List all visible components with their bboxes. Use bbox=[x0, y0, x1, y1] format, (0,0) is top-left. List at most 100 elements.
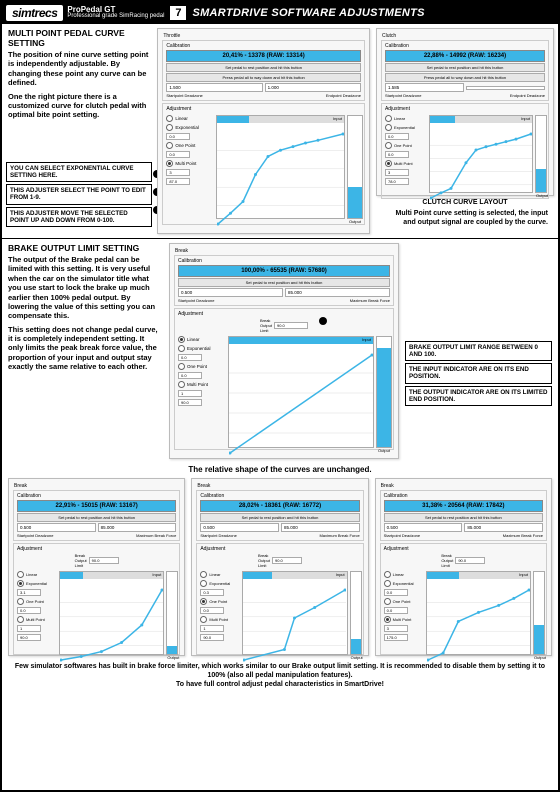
exp-value[interactable]: 3.1 bbox=[17, 589, 41, 596]
exp-value[interactable]: 0.0 bbox=[166, 133, 190, 140]
one-value[interactable]: 0.0 bbox=[385, 151, 409, 158]
radio-multipoint[interactable]: Multi Point bbox=[384, 616, 424, 623]
calibration-bar: 100,00% - 65535 (RAW: 57680) bbox=[178, 265, 390, 277]
bol-input[interactable]: 90.0 bbox=[455, 557, 485, 564]
one-value[interactable]: 0.0 bbox=[166, 151, 190, 158]
start-deadzone-input[interactable]: 0.500 bbox=[384, 523, 463, 532]
one-value[interactable]: 0.0 bbox=[384, 607, 408, 614]
start-deadzone-label: Startpoint Deadzone bbox=[178, 298, 283, 303]
radio-exponential[interactable]: Exponential bbox=[178, 345, 226, 352]
radio-onepoint[interactable]: One Point bbox=[385, 142, 427, 149]
curve-chart: Input bbox=[216, 115, 345, 219]
bol-input[interactable]: 90.0 bbox=[274, 322, 308, 329]
end-deadzone-input[interactable]: 1.000 bbox=[265, 83, 361, 92]
exp-value[interactable]: 0.0 bbox=[385, 133, 409, 140]
multi-idx[interactable]: 1 bbox=[178, 390, 202, 397]
radio-onepoint[interactable]: One Point bbox=[178, 363, 226, 370]
multi-idx[interactable]: 3 bbox=[166, 169, 190, 176]
bol-input[interactable]: 90.0 bbox=[272, 557, 302, 564]
multi-val[interactable]: 175.0 bbox=[384, 634, 408, 641]
one-value[interactable]: 0.0 bbox=[200, 607, 224, 614]
sec1-p1: The position of nine curve setting point… bbox=[8, 50, 149, 88]
start-deadzone-input[interactable]: 1.500 bbox=[166, 83, 262, 92]
radio-multipoint[interactable]: Multi Point bbox=[166, 160, 214, 167]
rest-button[interactable]: Set pedal to rest position and hit this … bbox=[17, 513, 176, 522]
max-force-input[interactable]: 85.000 bbox=[281, 523, 360, 532]
start-deadzone-input[interactable]: 0.500 bbox=[200, 523, 279, 532]
radio-multipoint[interactable]: Multi Point bbox=[200, 616, 240, 623]
max-force-input[interactable]: 85.000 bbox=[464, 523, 543, 532]
start-deadzone-input[interactable]: 1.585 bbox=[385, 83, 464, 92]
header-title: SMARTDRIVE SOFTWARE ADJUSTMENTS bbox=[192, 7, 424, 19]
radio-linear[interactable]: Linear bbox=[384, 571, 424, 578]
radio-onepoint[interactable]: One Point bbox=[17, 598, 57, 605]
multi-val[interactable]: 87.0 bbox=[166, 178, 190, 185]
output-bar: Output bbox=[535, 115, 547, 193]
radio-multipoint[interactable]: Multi Point bbox=[17, 616, 57, 623]
footer-line1: Few simulator softwares has built in bra… bbox=[15, 663, 545, 679]
down-button[interactable]: Press pedal all to way down and hit this… bbox=[385, 73, 545, 82]
multi-val[interactable]: 90.0 bbox=[17, 634, 41, 641]
exp-value[interactable]: 0.3 bbox=[200, 589, 224, 596]
clutch-label: CLUTCH CURVE LAYOUT bbox=[376, 199, 554, 206]
one-value[interactable]: 0.0 bbox=[178, 372, 202, 379]
exp-value[interactable]: 0.0 bbox=[384, 589, 408, 596]
bol-input[interactable]: 90.0 bbox=[89, 557, 119, 564]
multi-val[interactable]: 90.0 bbox=[200, 634, 224, 641]
break-small-panel: Break Calibration 31,38% - 20564 (RAW: 1… bbox=[375, 478, 552, 656]
one-value[interactable]: 0.0 bbox=[17, 607, 41, 614]
radio-linear[interactable]: Linear bbox=[385, 115, 427, 122]
multi-idx[interactable]: 3 bbox=[384, 625, 408, 632]
rest-button[interactable]: Set pedal to rest position and hit this … bbox=[166, 63, 361, 72]
rest-button[interactable]: Set pedal to rest position and hit this … bbox=[178, 278, 390, 287]
curve-chart: Input bbox=[59, 571, 164, 655]
rest-button[interactable]: Set pedal to rest position and hit this … bbox=[385, 63, 545, 72]
callout-point-move: THIS ADJUSTER MOVE THE SELECTED POINT UP… bbox=[6, 207, 152, 227]
radio-exponential[interactable]: Exponential bbox=[384, 580, 424, 587]
sublogo-top: ProPedal GT bbox=[67, 6, 164, 13]
group-title: Clutch bbox=[382, 33, 548, 39]
rest-button[interactable]: Set pedal to rest position and hit this … bbox=[384, 513, 543, 522]
end-deadzone-input[interactable] bbox=[466, 86, 545, 90]
down-button[interactable]: Press pedal all to way down and hit this… bbox=[166, 73, 361, 82]
multi-val[interactable]: 78.0 bbox=[385, 178, 409, 185]
radio-multipoint[interactable]: Multi Point bbox=[178, 381, 226, 388]
relative-note: The relative shape of the curves are unc… bbox=[2, 465, 558, 474]
callout-exp: YOU CAN SELECT EXPONENTIAL CURVE SETTING… bbox=[6, 162, 152, 182]
max-force-input[interactable]: 85.000 bbox=[98, 523, 177, 532]
radio-linear[interactable]: Linear bbox=[200, 571, 240, 578]
header-bar: simtrecs ProPedal GT Professional grade … bbox=[2, 2, 558, 24]
radio-linear[interactable]: Linear bbox=[17, 571, 57, 578]
rest-button[interactable]: Set pedal to rest position and hit this … bbox=[200, 513, 359, 522]
radio-onepoint[interactable]: One Point bbox=[384, 598, 424, 605]
clutch-note: Multi Point curve setting is selected, t… bbox=[382, 210, 548, 228]
multi-val[interactable]: 90.0 bbox=[178, 399, 202, 406]
multi-idx[interactable]: 3 bbox=[385, 169, 409, 176]
output-bar: Output bbox=[347, 115, 363, 219]
radio-onepoint[interactable]: One Point bbox=[166, 142, 214, 149]
multi-idx[interactable]: 1 bbox=[17, 625, 41, 632]
radio-exponential[interactable]: Exponential bbox=[200, 580, 240, 587]
multi-idx[interactable]: 1 bbox=[200, 625, 224, 632]
start-deadzone-input[interactable]: 0.500 bbox=[178, 288, 283, 297]
curve-chart: Input bbox=[426, 571, 531, 655]
break-small-panel: Break Calibration 28,02% - 18361 (RAW: 1… bbox=[191, 478, 368, 656]
radio-linear[interactable]: Linear bbox=[178, 336, 226, 343]
radio-exponential[interactable]: Exponential bbox=[17, 580, 57, 587]
start-deadzone-input[interactable]: 0.500 bbox=[17, 523, 96, 532]
radio-exponential[interactable]: Exponential bbox=[385, 124, 427, 131]
sec1-p2: One the right picture there is a customi… bbox=[8, 92, 149, 120]
break-panel: Break Calibration 100,00% - 65535 (RAW: … bbox=[169, 243, 399, 459]
output-bar: Output bbox=[166, 571, 178, 655]
radio-multipoint[interactable]: Multi Point bbox=[385, 160, 427, 167]
footer-line2: To have full control adjust pedal charac… bbox=[176, 681, 384, 688]
calibration-bar: 28,02% - 18361 (RAW: 16772) bbox=[200, 500, 359, 512]
sec2-p2: This setting does not change pedal curve… bbox=[8, 325, 161, 372]
sub-title: Calibration bbox=[166, 43, 361, 49]
radio-onepoint[interactable]: One Point bbox=[200, 598, 240, 605]
throttle-panel: Throttle Calibration 20,41% - 13378 (RAW… bbox=[157, 28, 370, 234]
radio-linear[interactable]: Linear bbox=[166, 115, 214, 122]
exp-value[interactable]: 0.0 bbox=[178, 354, 202, 361]
radio-exponential[interactable]: Exponential bbox=[166, 124, 214, 131]
max-force-input[interactable]: 85.000 bbox=[285, 288, 390, 297]
